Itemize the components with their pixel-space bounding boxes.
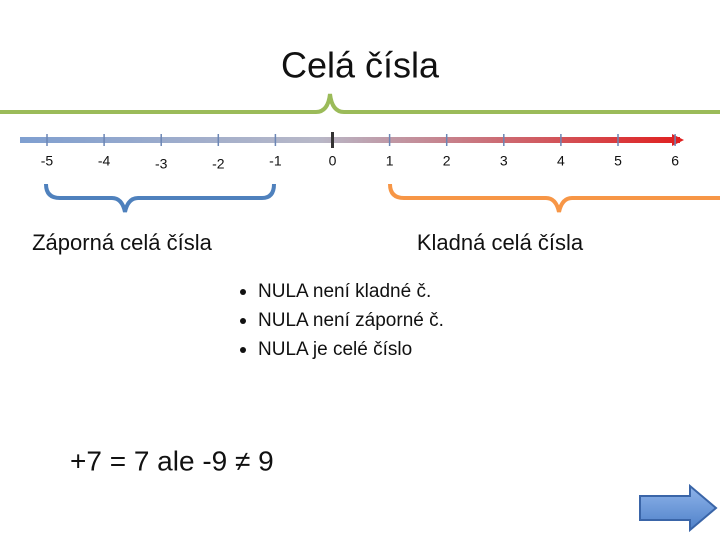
bullet-dot [240,347,246,353]
bullet-dot [240,318,246,324]
tick-label: -3 [155,156,168,172]
line-arrow [672,134,684,146]
ticks: -5 -4 -3 -2 -1 0 1 2 3 4 5 6 [41,132,679,172]
title: Celá čísla [281,45,440,86]
tick-label: 1 [386,153,394,169]
positive-brace [388,183,720,213]
next-arrow[interactable] [639,483,718,533]
tick-label: -5 [41,153,54,169]
all-brace [0,93,720,114]
negative-label: Záporná celá čísla [32,230,213,255]
bullet-text: NULA je celé číslo [258,339,412,360]
tick-label: 0 [329,153,337,169]
bullet-text: NULA není kladné č. [258,281,431,302]
negative-brace [44,183,276,213]
equation: +7 = 7 ale -9 ≠ 9 [70,445,274,476]
tick-label: -2 [212,156,225,172]
bullet-list: NULA není kladné č. NULA není záporné č. N… [240,281,444,360]
bullet-dot [240,289,246,295]
tick-label: 4 [557,153,565,169]
tick-label: 6 [671,153,679,169]
tick-label: 2 [443,153,451,169]
tick-label: -1 [269,153,282,169]
number-line [20,137,680,143]
positive-label: Kladná celá čísla [417,230,584,255]
tick-label: -4 [98,153,111,169]
next-button[interactable] [639,483,718,533]
tick-label: 5 [614,153,622,169]
bullet-text: NULA není záporné č. [258,310,444,331]
tick-label: 3 [500,153,508,169]
